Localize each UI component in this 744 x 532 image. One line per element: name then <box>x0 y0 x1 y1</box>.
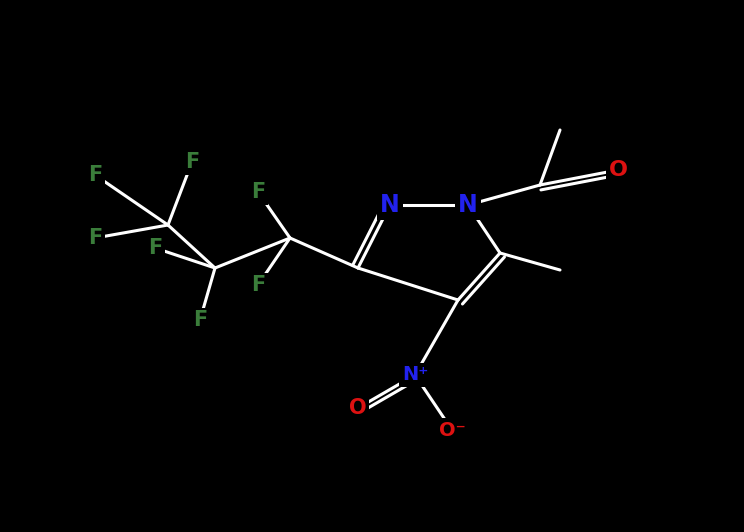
Text: F: F <box>193 310 207 330</box>
Text: F: F <box>251 275 265 295</box>
Text: F: F <box>148 238 162 258</box>
Text: F: F <box>251 182 265 202</box>
Text: F: F <box>88 228 102 248</box>
Text: O: O <box>609 160 627 180</box>
Text: N⁺: N⁺ <box>402 365 429 385</box>
Text: F: F <box>88 165 102 185</box>
Text: O⁻: O⁻ <box>439 420 466 439</box>
Text: N: N <box>458 193 478 217</box>
Text: O: O <box>349 398 367 418</box>
Text: F: F <box>185 152 199 172</box>
Text: N: N <box>380 193 400 217</box>
